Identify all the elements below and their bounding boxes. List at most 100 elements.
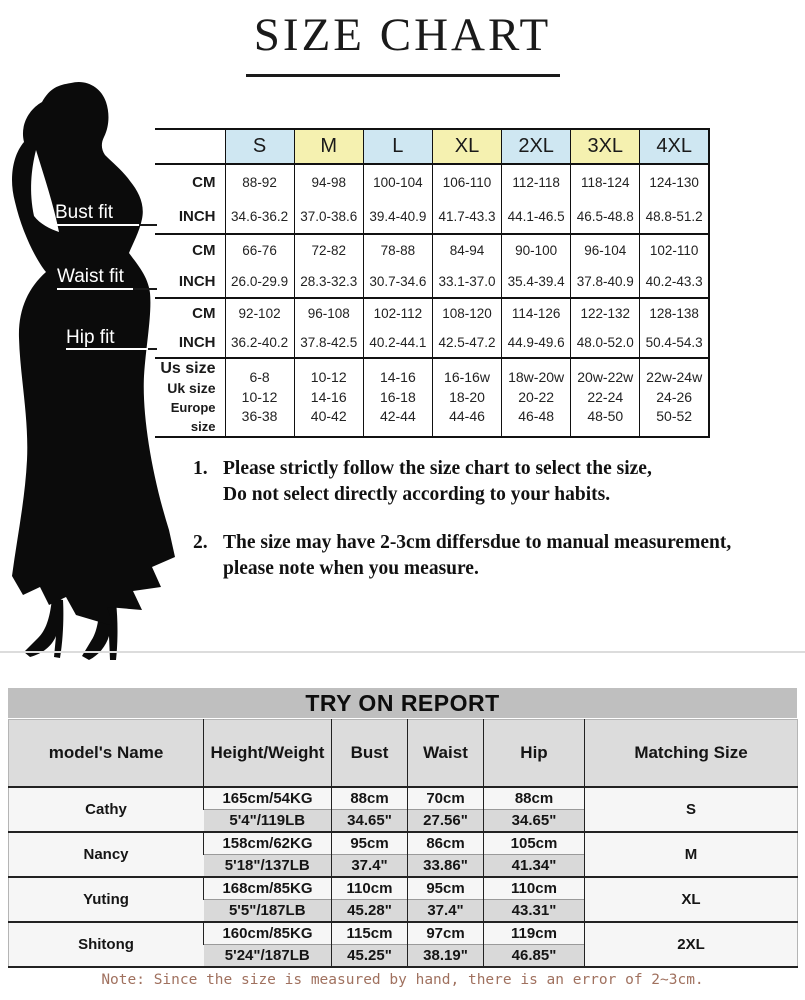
size-cell: 40.2-43.3: [639, 266, 709, 298]
size-cell: 96-108: [293, 297, 364, 328]
size-cell: 90-100: [501, 233, 571, 266]
size-cell: 30.7-34.6: [362, 266, 433, 298]
size-col-l: L: [362, 129, 433, 165]
size-corner-cell: [155, 129, 225, 165]
hip-fit-line: [66, 348, 148, 350]
size-cell: 106-110: [431, 164, 502, 199]
uk-size-value: 10-12: [241, 388, 278, 405]
tryon-cell: 97cm: [407, 921, 484, 945]
note-2: 2. The size may have 2-3cm differsdue to…: [193, 530, 798, 582]
size-cell: 36.2-40.2: [224, 328, 295, 358]
matching-size: S: [584, 786, 798, 832]
row-label-hip-cm: CM: [155, 297, 225, 328]
col-header-waist: Waist: [407, 719, 484, 788]
us-size-value: 22w-24w: [646, 369, 703, 386]
eu-size-value: 50-52: [656, 408, 693, 425]
us-size-value: 16-16w: [444, 369, 490, 386]
waist-fit-label: Waist fit: [57, 266, 124, 287]
size-cell: 28.3-32.3: [293, 266, 364, 298]
size-cell: 10-12 14-16 40-42: [293, 357, 364, 437]
size-cell: 72-82: [293, 233, 364, 266]
section-divider: [0, 651, 805, 653]
eu-size-value: 36-38: [241, 408, 278, 425]
col-header-height-weight: Height/Weight: [203, 719, 332, 788]
waist-fit-line-ext: [133, 288, 157, 290]
tryon-cell: 95cm: [331, 831, 408, 855]
size-cell: 6-8 10-12 36-38: [224, 357, 295, 437]
model-name: Yuting: [8, 876, 204, 922]
tryon-cell: 34.65": [483, 809, 585, 832]
try-on-report-title: TRY ON REPORT: [8, 688, 797, 718]
size-cell: 128-138: [639, 297, 709, 328]
size-cell: 114-126: [501, 297, 571, 328]
size-cell: 92-102: [224, 297, 295, 328]
size-col-xl: XL: [431, 129, 502, 165]
size-cell: 108-120: [431, 297, 502, 328]
tryon-cell: 41.34": [483, 854, 585, 877]
tryon-cell: 160cm/85KG: [203, 921, 332, 945]
note-2-line-1: The size may have 2-3cm differsdue to ma…: [223, 532, 732, 553]
hip-fit-line-ext: [148, 348, 157, 350]
tryon-cell: 110cm: [483, 876, 585, 900]
note-1-text: Please strictly follow the size chart to…: [223, 456, 652, 508]
measurement-error-note: Note: Since the size is measured by hand…: [101, 972, 704, 988]
size-cell: 46.5-48.8: [570, 199, 640, 234]
model-name: Nancy: [8, 831, 204, 877]
size-cell: 20w-22w 22-24 48-50: [570, 357, 640, 437]
size-cell: 48.0-52.0: [570, 328, 640, 358]
tryon-cell: 115cm: [331, 921, 408, 945]
tryon-cell: 34.65": [331, 809, 408, 832]
tryon-cell: 168cm/85KG: [203, 876, 332, 900]
size-cell: 37.0-38.6: [293, 199, 364, 234]
size-cell: 22w-24w 24-26 50-52: [639, 357, 709, 437]
note-1-number: 1.: [193, 458, 208, 479]
tryon-cell: 95cm: [407, 876, 484, 900]
model-name: Cathy: [8, 786, 204, 832]
size-cell: 102-110: [639, 233, 709, 266]
tryon-cell: 5'24"/187LB: [203, 944, 332, 967]
bust-fit-line: [55, 224, 139, 226]
page-title: SIZE CHART: [253, 9, 552, 61]
uk-size-value: 14-16: [310, 388, 347, 405]
size-cell: 48.8-51.2: [639, 199, 709, 234]
tryon-cell: 119cm: [483, 921, 585, 945]
woman-silhouette-icon: [12, 81, 175, 660]
us-size-value: 10-12: [310, 369, 347, 386]
tryon-cell: 37.4": [407, 899, 484, 922]
try-on-report-table: model's Name Height/Weight Bust Waist Hi…: [8, 719, 798, 968]
size-cell: 122-132: [570, 297, 640, 328]
row-label-bust-inch: INCH: [178, 207, 216, 225]
note-1: 1. Please strictly follow the size chart…: [193, 456, 798, 508]
tryon-cell: 5'18"/137LB: [203, 854, 332, 877]
tryon-cell: 88cm: [483, 786, 585, 810]
size-cell: 50.4-54.3: [639, 328, 709, 358]
tryon-cell: 70cm: [407, 786, 484, 810]
note-2-number: 2.: [193, 532, 208, 553]
size-cell: 37.8-40.9: [570, 266, 640, 298]
size-cell: 35.4-39.4: [501, 266, 571, 298]
note-2-line-2: please note when you measure.: [223, 557, 479, 579]
uk-size-value: 24-26: [656, 388, 693, 405]
uk-size-value: 16-18: [379, 388, 416, 405]
size-cell: 78-88: [362, 233, 433, 266]
size-cell: 41.7-43.3: [431, 199, 502, 234]
row-label-hip-inch: INCH: [178, 334, 216, 351]
uk-size-value: 22-24: [587, 388, 624, 405]
size-col-3xl: 3XL: [570, 129, 640, 165]
size-cell: 88-92: [224, 164, 295, 199]
size-cell: 118-124: [570, 164, 640, 199]
tryon-cell: 43.31": [483, 899, 585, 922]
size-cell: 42.5-47.2: [431, 328, 502, 358]
size-cell: 96-104: [570, 233, 640, 266]
size-cell: 34.6-36.2: [224, 199, 295, 234]
matching-size: M: [584, 831, 798, 877]
size-chart-table: S M L XL 2XL 3XL 4XL CM 88-92 94-98 100-…: [155, 128, 710, 438]
col-header-matching-size: Matching Size: [584, 719, 798, 788]
size-col-m: M: [293, 129, 364, 165]
tryon-cell: 33.86": [407, 854, 484, 877]
note-1-line-1: Please strictly follow the size chart to…: [223, 458, 652, 479]
model-name: Shitong: [8, 921, 204, 967]
size-cell: 66-76: [224, 233, 295, 266]
tryon-cell: 46.85": [483, 944, 585, 967]
us-size-value: 6-8: [249, 369, 270, 386]
